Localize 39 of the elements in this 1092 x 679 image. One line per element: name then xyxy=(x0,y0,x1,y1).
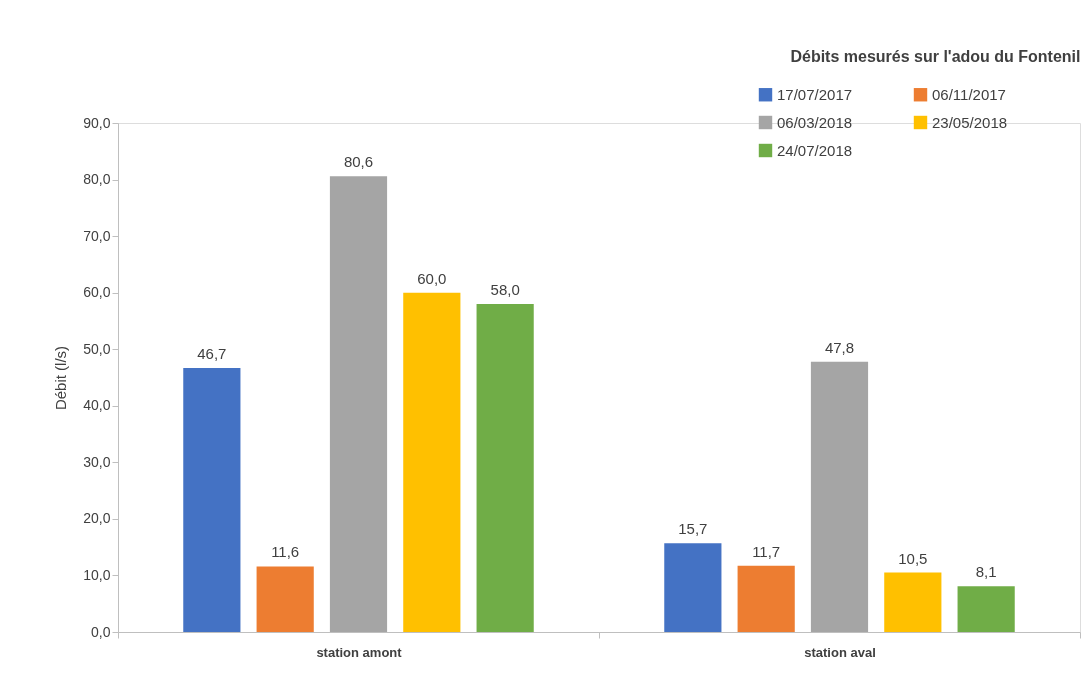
y-tick-label: 30,0 xyxy=(83,453,111,470)
x-tick-label: station amont xyxy=(316,644,403,660)
data-label: 46,7 xyxy=(197,344,227,362)
data-label: 60,0 xyxy=(417,269,447,287)
legend-label: 06/03/2018 xyxy=(777,113,853,131)
y-tick-label: 60,0 xyxy=(83,284,111,301)
y-tick-label: 20,0 xyxy=(83,510,111,527)
bar xyxy=(737,565,795,632)
y-axis-title: Débit (l/s) xyxy=(52,345,70,411)
data-label: 15,7 xyxy=(678,520,708,538)
chart-title: Débits mesurés sur l'adou du Fontenil xyxy=(790,48,1081,65)
legend-label: 24/07/2018 xyxy=(777,141,853,159)
bar xyxy=(476,303,534,632)
bar xyxy=(810,361,869,632)
bar xyxy=(664,543,722,632)
y-tick-label: 50,0 xyxy=(83,340,111,357)
y-tick-label: 90,0 xyxy=(83,114,111,131)
data-label: 8,1 xyxy=(975,563,997,581)
data-label: 47,8 xyxy=(824,338,855,356)
data-label: 58,0 xyxy=(490,280,520,298)
bar xyxy=(884,572,942,632)
y-tick-label: 80,0 xyxy=(83,171,111,188)
data-label: 80,6 xyxy=(343,153,374,171)
legend-label: 06/11/2017 xyxy=(932,85,1006,103)
bar xyxy=(256,566,314,632)
bar xyxy=(183,367,241,632)
legend-label: 17/07/2017 xyxy=(777,85,853,103)
bar xyxy=(957,586,1015,632)
bar xyxy=(329,176,388,632)
data-label: 10,5 xyxy=(898,549,928,567)
data-label: 11,6 xyxy=(271,543,300,561)
y-tick-label: 10,0 xyxy=(83,566,111,583)
y-tick-label: 70,0 xyxy=(83,227,111,244)
y-tick-label: 0,0 xyxy=(91,623,111,640)
data-label: 11,7 xyxy=(752,542,781,560)
y-tick-label: 40,0 xyxy=(83,397,111,414)
x-tick-label: station aval xyxy=(804,644,876,660)
legend-label: 23/05/2018 xyxy=(932,113,1008,131)
bar xyxy=(403,292,461,632)
